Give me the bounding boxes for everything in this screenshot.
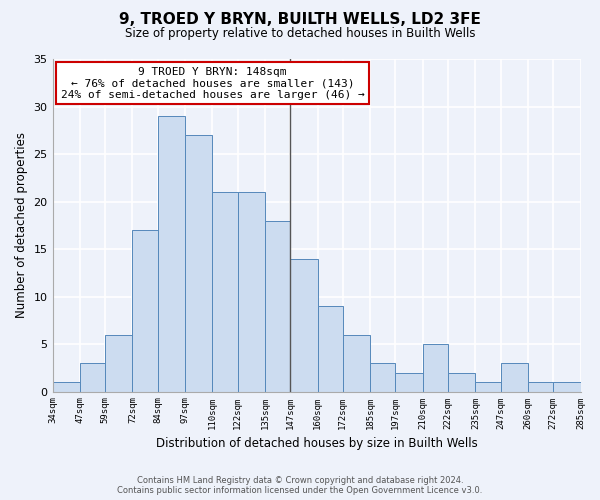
Bar (500, 363, 528, 392)
Text: Size of property relative to detached houses in Builth Wells: Size of property relative to detached ho… (125, 28, 475, 40)
Bar (53, 382, 80, 392)
Bar (133, 230, 158, 392)
Bar (343, 334, 370, 392)
Bar (238, 192, 265, 392)
Bar (158, 116, 185, 392)
Bar (290, 258, 317, 392)
Text: Contains HM Land Registry data © Crown copyright and database right 2024.
Contai: Contains HM Land Registry data © Crown c… (118, 476, 482, 495)
Bar (528, 382, 553, 392)
Bar (80, 363, 105, 392)
Bar (317, 306, 343, 392)
Bar (370, 363, 395, 392)
Bar (475, 382, 500, 392)
Y-axis label: Number of detached properties: Number of detached properties (15, 132, 28, 318)
X-axis label: Distribution of detached houses by size in Builth Wells: Distribution of detached houses by size … (155, 437, 478, 450)
Text: 9, TROED Y BRYN, BUILTH WELLS, LD2 3FE: 9, TROED Y BRYN, BUILTH WELLS, LD2 3FE (119, 12, 481, 28)
Bar (395, 372, 423, 392)
Bar (265, 220, 290, 392)
Bar (423, 344, 448, 392)
Bar (448, 372, 475, 392)
Bar (553, 382, 581, 392)
Bar (105, 334, 133, 392)
Bar (212, 192, 238, 392)
Bar (185, 135, 212, 392)
Text: 9 TROED Y BRYN: 148sqm
← 76% of detached houses are smaller (143)
24% of semi-de: 9 TROED Y BRYN: 148sqm ← 76% of detached… (61, 66, 364, 100)
